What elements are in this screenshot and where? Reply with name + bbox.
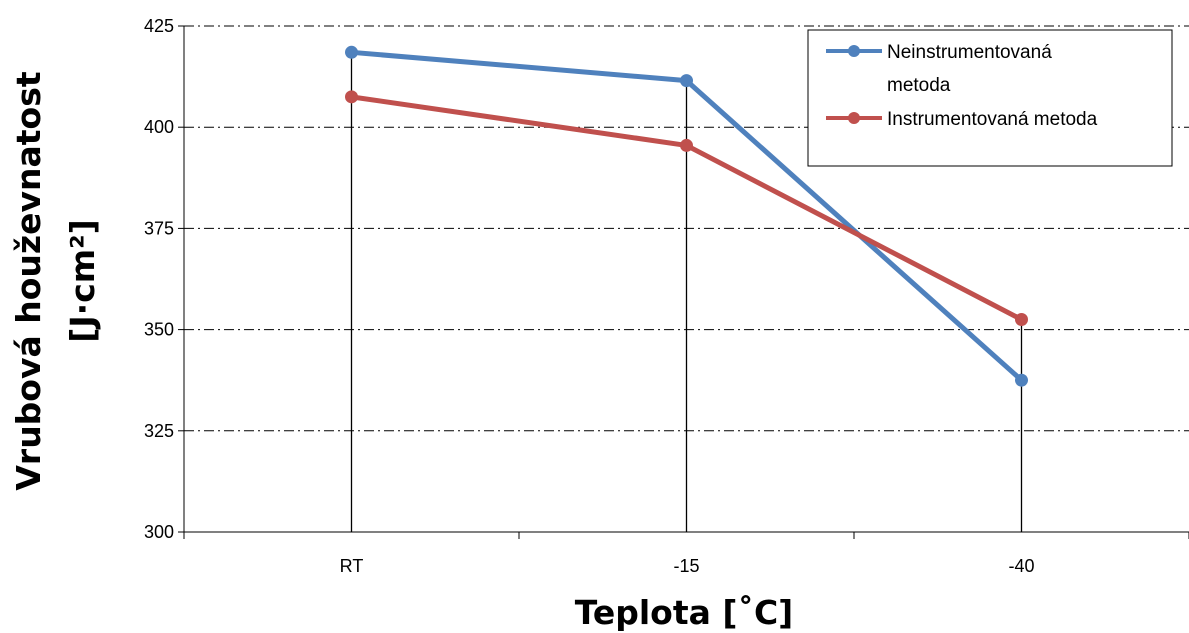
series-0-point-0 — [345, 45, 358, 59]
legend-marker-red — [848, 112, 860, 124]
series-1-point-0 — [345, 90, 358, 104]
y-tick-label-400: 400 — [144, 117, 174, 137]
y-tick-label-425: 425 — [144, 16, 174, 36]
legend-label-neinstrumentovana-line1: Neinstrumentovaná — [887, 42, 1052, 63]
legend-label-instrumentovana: Instrumentovaná metoda — [887, 109, 1098, 130]
y-axis-title-unit: [J·cm²] — [63, 219, 102, 342]
x-tick-label-2: -40 — [1008, 556, 1034, 576]
axes — [178, 25, 1189, 539]
x-tick-labels: RT -15 -40 — [340, 556, 1035, 576]
y-axis-title: Vrubová houževnatost — [9, 71, 48, 490]
legend-marker-blue — [848, 45, 860, 57]
series-group — [345, 45, 1028, 387]
y-axis-title-line1: Vrubová houževnatost — [9, 71, 48, 490]
series-0-point-1 — [680, 74, 693, 88]
legend-label-neinstrumentovana-line2: metoda — [887, 75, 951, 96]
legend: Neinstrumentovaná metoda Instrumentovaná… — [807, 29, 1173, 167]
y-tick-label-325: 325 — [144, 421, 174, 441]
drop-lines — [350, 52, 1023, 532]
series-0-point-2 — [1015, 373, 1028, 387]
x-axis-title: Teplota [˚C] — [575, 593, 794, 632]
y-tick-label-300: 300 — [144, 522, 174, 542]
x-tick-label-1: -15 — [673, 556, 699, 576]
y-tick-label-375: 375 — [144, 218, 174, 238]
x-tick-label-0: RT — [340, 556, 364, 576]
series-1-point-2 — [1015, 312, 1028, 326]
legend-entry-instrumentovana: Instrumentovaná metoda — [826, 109, 1098, 130]
y-tick-labels: 300 325 350 375 400 425 — [144, 16, 174, 542]
series-1-point-1 — [680, 138, 693, 152]
y-tick-label-350: 350 — [144, 320, 174, 340]
legend-entry-neinstrumentovana: Neinstrumentovaná metoda — [826, 42, 1052, 96]
